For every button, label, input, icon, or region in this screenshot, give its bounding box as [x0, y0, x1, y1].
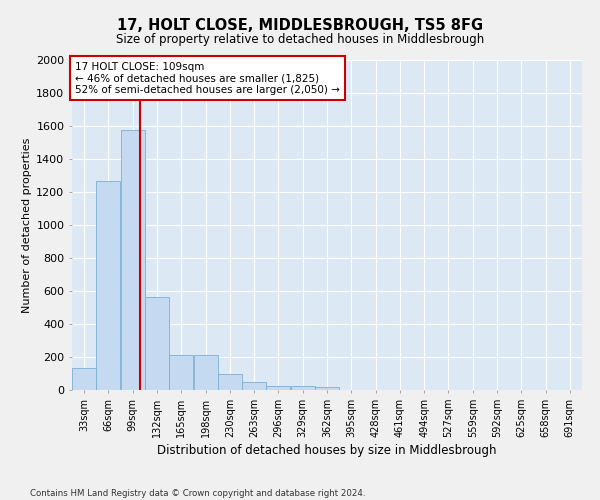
Bar: [169, 354, 193, 390]
Y-axis label: Number of detached properties: Number of detached properties: [22, 138, 32, 312]
Text: Contains HM Land Registry data © Crown copyright and database right 2024.: Contains HM Land Registry data © Crown c…: [30, 488, 365, 498]
Bar: [291, 386, 314, 390]
Text: 17 HOLT CLOSE: 109sqm
← 46% of detached houses are smaller (1,825)
52% of semi-d: 17 HOLT CLOSE: 109sqm ← 46% of detached …: [75, 62, 340, 95]
Bar: [97, 182, 121, 390]
Text: Size of property relative to detached houses in Middlesbrough: Size of property relative to detached ho…: [116, 32, 484, 46]
Text: 17, HOLT CLOSE, MIDDLESBROUGH, TS5 8FG: 17, HOLT CLOSE, MIDDLESBROUGH, TS5 8FG: [117, 18, 483, 32]
Bar: [266, 386, 290, 390]
Bar: [242, 382, 266, 390]
Bar: [194, 354, 218, 390]
Bar: [315, 387, 339, 390]
Bar: [121, 130, 145, 390]
Bar: [218, 374, 242, 390]
Bar: [72, 368, 96, 390]
Bar: [145, 297, 169, 390]
X-axis label: Distribution of detached houses by size in Middlesbrough: Distribution of detached houses by size …: [157, 444, 497, 457]
